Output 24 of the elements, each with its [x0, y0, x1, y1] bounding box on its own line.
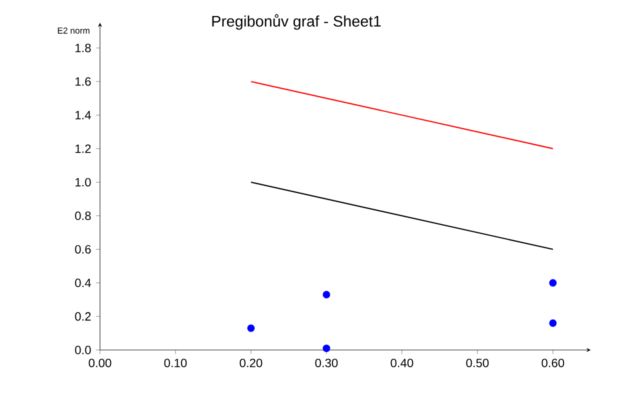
chart-title: Pregibonův graf - Sheet1 [212, 14, 381, 30]
point [247, 324, 255, 332]
point [549, 319, 557, 327]
x-tick-label: 0.20 [240, 358, 262, 368]
y-tick-label: 1.6 [76, 77, 91, 86]
y-tick-label: 1.4 [76, 110, 91, 120]
y-tick-label: 0.8 [75, 212, 91, 220]
x-tick-label: 0.40 [390, 358, 414, 368]
point [322, 290, 330, 298]
x-tick-label: 0.10 [164, 358, 187, 368]
point [549, 279, 557, 287]
y-tick-label: 1.2 [76, 144, 91, 153]
y-tick-label: 0.2 [75, 312, 91, 321]
x-tick-label: 0.60 [542, 358, 564, 368]
y-tick-label: 0.0 [75, 346, 91, 354]
point [322, 344, 330, 352]
y-tick-label: 0.6 [75, 245, 91, 254]
y-tick-label: 1.8 [76, 44, 91, 52]
x-tick-label: 0.00 [88, 358, 112, 368]
y-tick-label: 1.0 [76, 178, 91, 186]
x-tick-label: 0.30 [315, 358, 338, 368]
y-tick-label: 0.4 [75, 278, 91, 288]
y-axis-title: E2 norm [58, 28, 90, 34]
x-tick-label: 0.50 [466, 358, 489, 368]
